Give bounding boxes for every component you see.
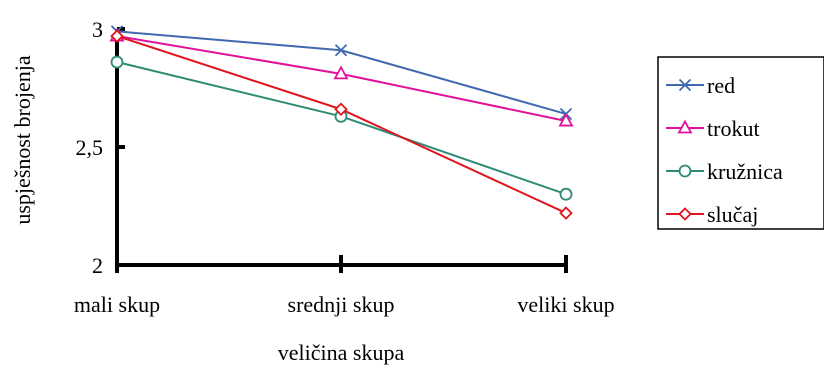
legend-label: red: [707, 73, 735, 98]
y-tick-label: 2,5: [76, 135, 104, 160]
legend-label: kružnica: [707, 159, 783, 184]
series-3-point: [559, 187, 573, 201]
y-tick-label: 2: [92, 253, 103, 278]
series-line-4: [116, 35, 567, 214]
legend-swatch-marker: [678, 207, 692, 221]
series-2-point: [558, 112, 574, 127]
x-axis-title: veličina skupa: [278, 340, 405, 365]
series-3-point: [110, 55, 124, 69]
x-tick-label: veliki skup: [517, 292, 614, 317]
legend-label: slučaj: [707, 202, 758, 227]
y-axis-title: uspješnost brojenja: [10, 55, 35, 224]
series-4-point: [334, 102, 348, 117]
legend-label: trokut: [707, 116, 760, 141]
legend-swatch-marker: [678, 164, 692, 178]
y-tick-label: 3: [92, 17, 103, 42]
series-1-point: [334, 44, 348, 57]
series-2-point: [333, 65, 349, 80]
series-line-3: [116, 61, 567, 196]
x-tick-label: mali skup: [74, 292, 160, 317]
plot-area: 2 2,5 3 mali skup srednji skup veliki skup: [74, 17, 615, 317]
legend-swatch-marker: [678, 78, 692, 92]
series-4-point: [559, 206, 573, 220]
legend: red trokut kružnica slučaj: [657, 56, 824, 230]
series-4-point: [110, 29, 124, 43]
x-tick-label: srednji skup: [288, 292, 395, 317]
legend-swatch-marker: [677, 119, 693, 134]
